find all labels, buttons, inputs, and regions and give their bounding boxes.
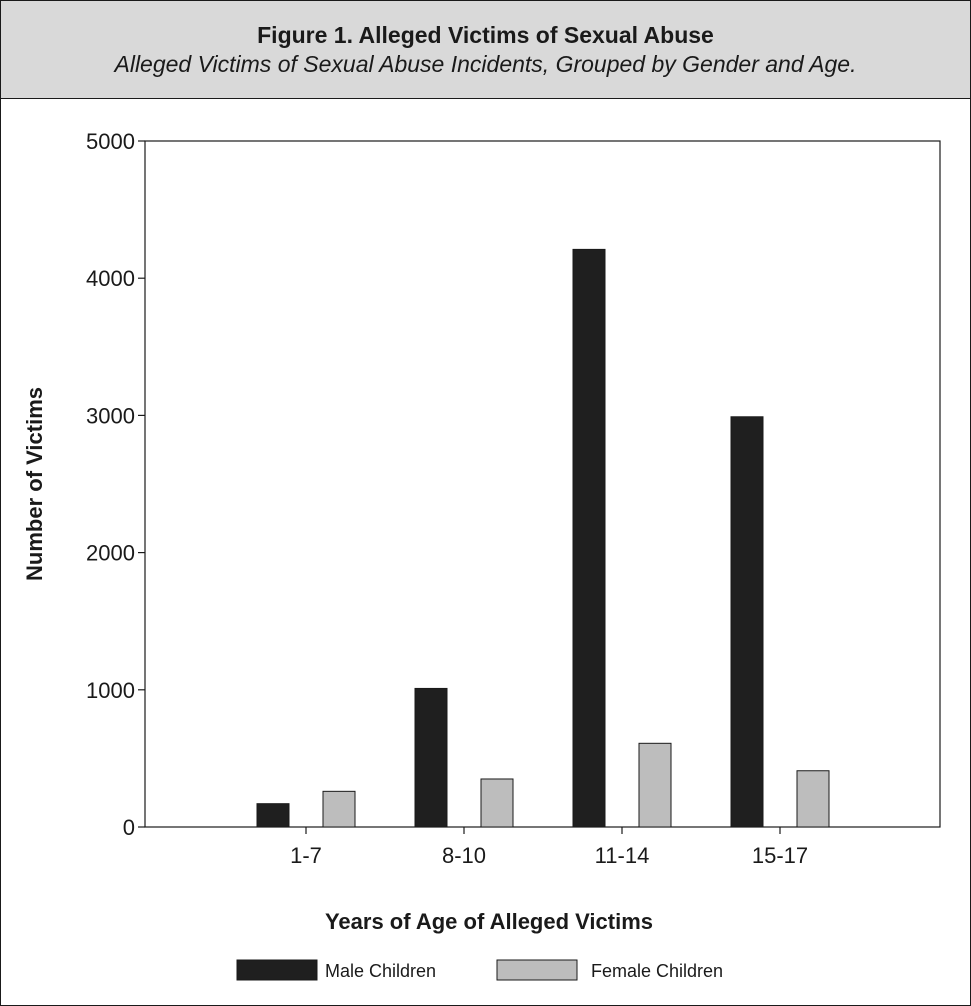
legend: Male Children Female Children — [236, 959, 723, 981]
x-axis: 1-7 8-10 11-14 15-17 — [290, 827, 808, 868]
x-tick-label: 1-7 — [290, 843, 322, 868]
legend-label-male: Male Children — [325, 961, 436, 981]
y-tick-label: 3000 — [86, 403, 135, 428]
y-tick-label: 1000 — [86, 678, 135, 703]
legend-swatch-female — [496, 959, 578, 981]
y-tick-label: 2000 — [86, 541, 135, 566]
bar-male-11-14 — [572, 248, 606, 828]
bar-male-15-17 — [730, 416, 764, 828]
figure-subtitle: Alleged Victims of Sexual Abuse Incident… — [114, 51, 857, 77]
y-tick-label: 4000 — [86, 266, 135, 291]
y-tick-label: 0 — [123, 815, 135, 840]
legend-swatch-male — [236, 959, 318, 981]
x-tick-label: 11-14 — [595, 843, 650, 868]
figure-title: Figure 1. Alleged Victims of Sexual Abus… — [257, 22, 714, 48]
x-tick-label: 8-10 — [442, 843, 486, 868]
bar-female-8-10 — [480, 778, 514, 828]
y-tick-label: 5000 — [86, 129, 135, 154]
x-tick-label: 15-17 — [752, 843, 808, 868]
legend-label-female: Female Children — [591, 961, 723, 981]
y-axis-label: Number of Victims — [22, 387, 47, 581]
bar-female-1-7 — [322, 790, 356, 828]
y-axis: 0 1000 2000 3000 4000 5000 — [86, 129, 145, 840]
bar-male-8-10 — [414, 687, 448, 828]
bars — [256, 248, 830, 828]
x-axis-label: Years of Age of Alleged Victims — [325, 909, 653, 934]
figure-header: Figure 1. Alleged Victims of Sexual Abus… — [1, 1, 970, 99]
bar-female-15-17 — [796, 770, 830, 828]
bar-female-11-14 — [638, 742, 672, 828]
bar-male-1-7 — [256, 803, 290, 828]
plot-area — [144, 140, 941, 828]
